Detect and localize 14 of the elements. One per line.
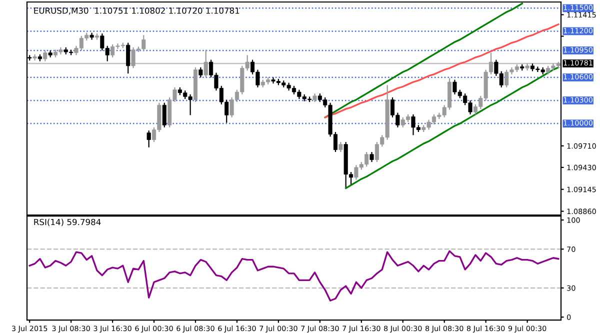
candlestick: [162, 102, 166, 128]
line-series: [324, 23, 560, 118]
candlestick: [146, 130, 151, 148]
line-series: [324, 2, 523, 118]
candlestick: [204, 49, 208, 78]
candlestick: [126, 42, 130, 74]
candlestick: [198, 66, 203, 78]
candlestick: [370, 151, 374, 163]
chart-title: RSI(14) 59.7984: [34, 218, 101, 226]
candlestick: [338, 141, 343, 153]
candlestick: [43, 50, 48, 62]
line-series: [345, 66, 560, 190]
text: EURUSD,M30 1.10751 1.10802 1.10720 1.10781: [34, 7, 240, 15]
line-series: [28, 250, 560, 302]
